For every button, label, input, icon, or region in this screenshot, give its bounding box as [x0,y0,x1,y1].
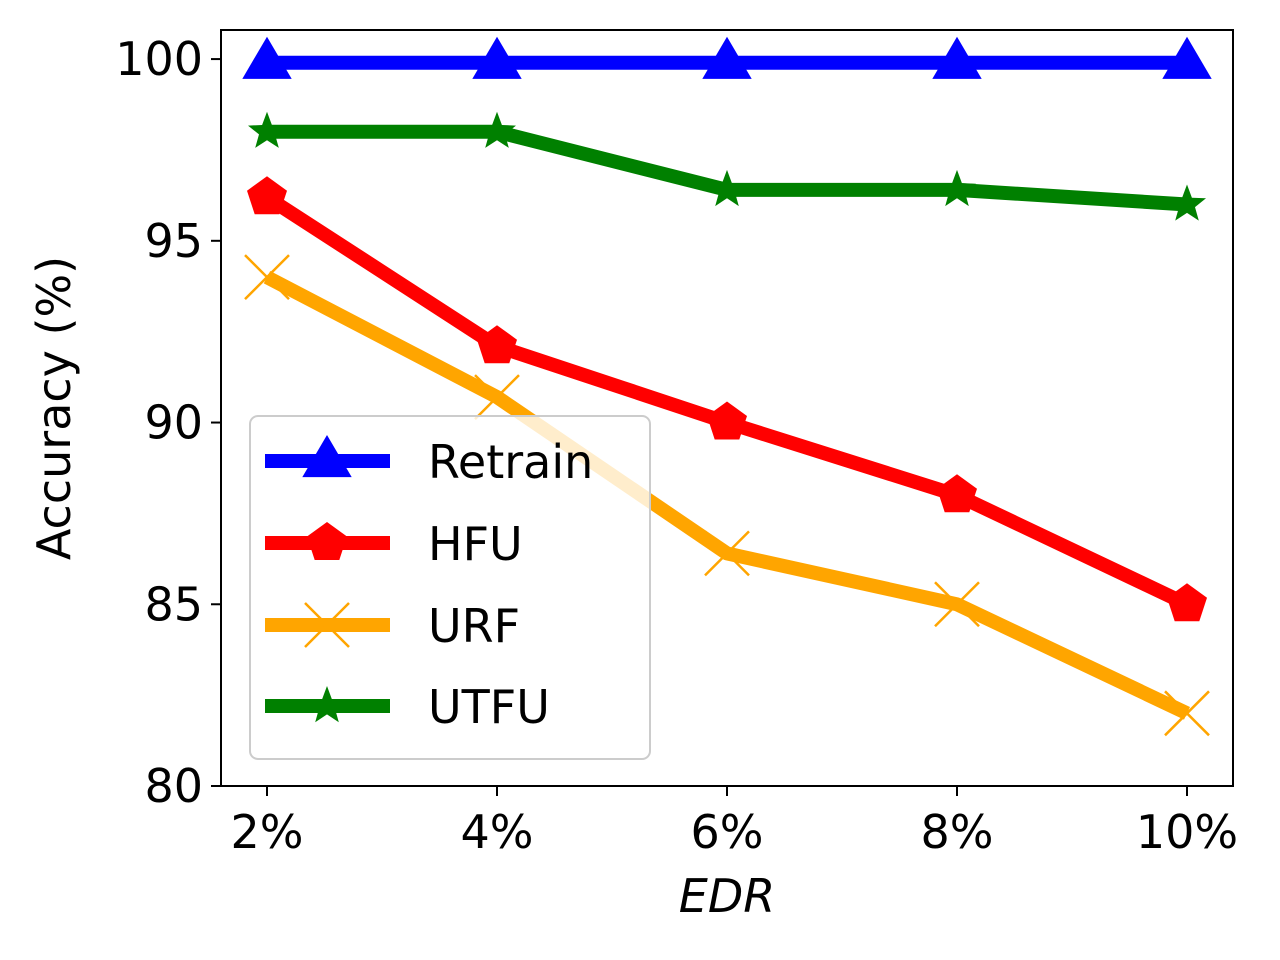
series-utfu [248,111,1206,221]
series-hfu [247,176,1207,622]
legend-item-utfu: UTFU [265,680,550,734]
x-tick-label: 10% [1136,805,1238,859]
data-point-utfu [478,111,516,148]
x-tick-label: 4% [461,805,534,859]
data-point-urf [934,581,980,628]
series-retrain [242,36,1212,79]
data-point-retrain [932,36,982,79]
x-axis-title: EDR [679,869,775,923]
legend-item-hfu: HFU [265,517,523,571]
y-tick-label: 80 [144,759,203,813]
legend-label-retrain: Retrain [428,435,593,489]
legend-item-retrain: Retrain [265,435,593,489]
y-tick-label: 95 [144,214,203,268]
data-point-utfu [708,169,746,207]
y-axis: 80 85 90 95 100 [115,32,221,813]
data-point-retrain [242,36,292,79]
x-tick-label: 2% [231,805,304,859]
data-point-retrain [702,36,752,79]
legend-marker-utfu [308,686,346,723]
legend-box [249,415,651,760]
legend-marker-retrain [302,435,352,478]
legend-label-utfu: UTFU [428,680,550,734]
x-tick-label: 6% [691,805,764,859]
legend-marker-urf [304,602,350,648]
y-axis-title: Accuracy (%) [27,256,81,560]
data-point-retrain [1162,36,1212,79]
x-axis: 2% 4% 6% 8% 10% [231,786,1238,859]
data-point-utfu [1168,184,1206,221]
data-point-hfu [707,401,747,440]
x-tick-label: 8% [921,805,994,859]
y-tick-label: 100 [115,32,203,86]
data-point-utfu [938,169,976,207]
legend-item-urf: URF [265,599,520,653]
data-point-hfu [937,474,977,513]
data-point-urf [1164,690,1210,737]
data-point-urf [474,374,520,420]
legend: Retrain HFU URF UTFU [249,415,651,760]
series-urf [244,254,1210,737]
data-point-hfu [477,325,517,364]
data-point-urf [244,254,290,301]
data-point-utfu [248,111,286,148]
legend-label-hfu: HFU [428,517,523,571]
series-layer [242,36,1212,737]
data-point-hfu [247,176,287,215]
y-tick-label: 85 [144,577,203,631]
legend-marker-hfu [307,522,347,560]
data-point-urf [704,530,750,577]
y-tick-label: 90 [144,396,203,450]
legend-label-urf: URF [428,599,520,653]
data-point-retrain [472,36,522,79]
data-point-hfu [1167,583,1207,622]
